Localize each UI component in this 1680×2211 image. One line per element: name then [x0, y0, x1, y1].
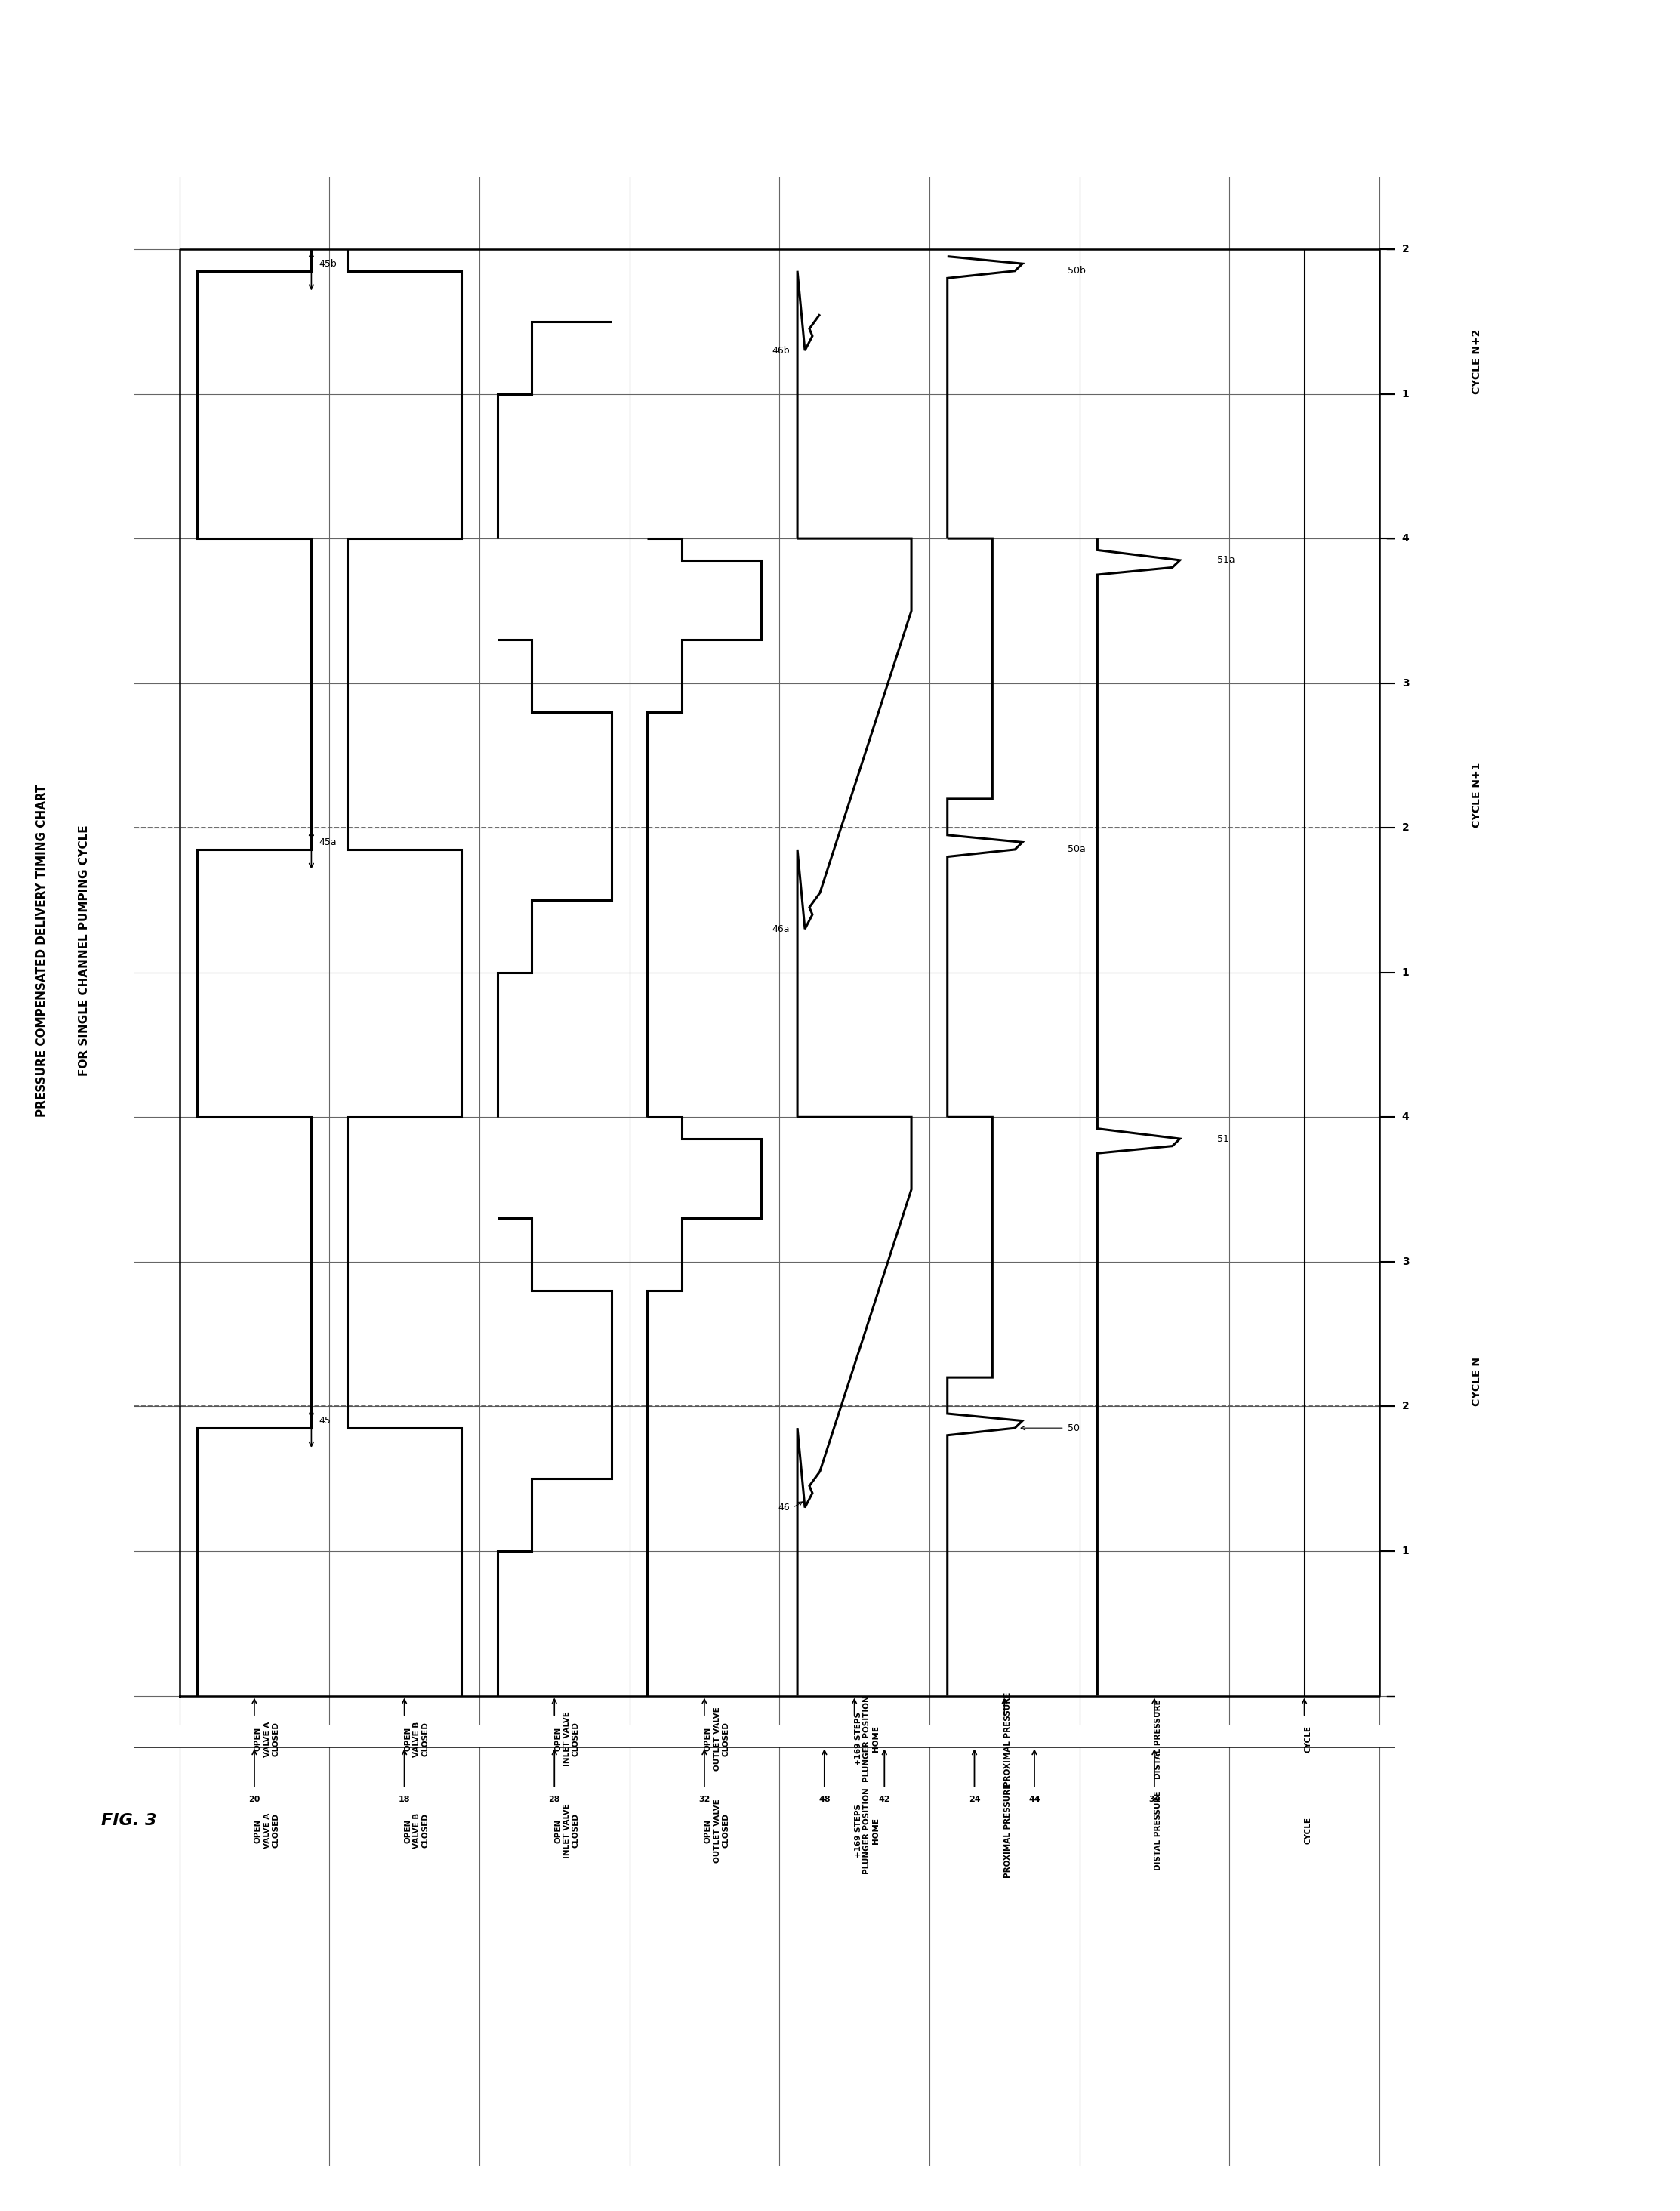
Text: DISTAL PRESSURE: DISTAL PRESSURE [1154, 1700, 1163, 1780]
Text: 3: 3 [1401, 679, 1410, 688]
Text: 46a: 46a [773, 924, 790, 933]
Text: PRESSURE COMPENSATED DELIVERY TIMING CHART: PRESSURE COMPENSATED DELIVERY TIMING CHA… [37, 785, 47, 1117]
Text: +169 STEPS
PLUNGER POSITION
HOME: +169 STEPS PLUNGER POSITION HOME [855, 1696, 879, 1782]
Text: OPEN
VALVE B
CLOSED: OPEN VALVE B CLOSED [405, 1813, 430, 1848]
Text: 45a: 45a [319, 838, 336, 847]
Text: +169 STEPS
PLUNGER POSITION
HOME: +169 STEPS PLUNGER POSITION HOME [855, 1786, 879, 1875]
Text: 34: 34 [1149, 1795, 1161, 1804]
Text: 24: 24 [968, 1795, 981, 1804]
Text: 51a: 51a [1218, 555, 1235, 566]
Text: PROXIMAL PRESSURE: PROXIMAL PRESSURE [1005, 1691, 1011, 1786]
Text: CYCLE N+1: CYCLE N+1 [1472, 763, 1482, 827]
Text: 20: 20 [249, 1795, 260, 1804]
Text: CYCLE: CYCLE [1304, 1817, 1312, 1844]
Text: OPEN
INLET VALVE
CLOSED: OPEN INLET VALVE CLOSED [554, 1804, 580, 1857]
Text: 42: 42 [879, 1795, 890, 1804]
Text: 2: 2 [1401, 822, 1410, 834]
Text: 18: 18 [398, 1795, 410, 1804]
Text: 50b: 50b [1067, 265, 1085, 276]
Text: 32: 32 [699, 1795, 711, 1804]
Text: 51: 51 [1218, 1134, 1230, 1143]
Text: OPEN
VALVE A
CLOSED: OPEN VALVE A CLOSED [254, 1813, 279, 1848]
Text: FIG. 3: FIG. 3 [101, 1813, 156, 1828]
Text: FOR SINGLE CHANNEL PUMPING CYCLE: FOR SINGLE CHANNEL PUMPING CYCLE [79, 825, 89, 1077]
Text: 2: 2 [1401, 1402, 1410, 1411]
Text: OPEN
OUTLET VALVE
CLOSED: OPEN OUTLET VALVE CLOSED [704, 1800, 729, 1862]
Text: 48: 48 [818, 1795, 830, 1804]
Text: 45: 45 [319, 1415, 331, 1426]
Text: 4: 4 [1401, 1112, 1410, 1123]
Text: CYCLE: CYCLE [1304, 1725, 1312, 1753]
Text: 4: 4 [1401, 533, 1410, 544]
Text: OPEN
VALVE B
CLOSED: OPEN VALVE B CLOSED [405, 1720, 430, 1758]
Text: 45b: 45b [319, 259, 336, 268]
Text: 1: 1 [1401, 389, 1410, 400]
Text: 1: 1 [1401, 966, 1410, 977]
Text: 3: 3 [1401, 1256, 1410, 1267]
Text: PROXIMAL PRESSURE: PROXIMAL PRESSURE [1005, 1784, 1011, 1877]
Text: 28: 28 [549, 1795, 559, 1804]
Text: DISTAL PRESSURE: DISTAL PRESSURE [1154, 1791, 1163, 1871]
Text: OPEN
VALVE A
CLOSED: OPEN VALVE A CLOSED [254, 1720, 279, 1758]
Text: 46: 46 [778, 1503, 790, 1512]
Text: 44: 44 [1028, 1795, 1040, 1804]
Text: 2: 2 [1401, 243, 1410, 254]
Text: OPEN
INLET VALVE
CLOSED: OPEN INLET VALVE CLOSED [554, 1711, 580, 1767]
Text: 50a: 50a [1067, 845, 1085, 853]
Text: CYCLE N+2: CYCLE N+2 [1472, 329, 1482, 394]
Text: OPEN
OUTLET VALVE
CLOSED: OPEN OUTLET VALVE CLOSED [704, 1707, 729, 1771]
Text: 46b: 46b [773, 345, 790, 356]
Text: 50: 50 [1067, 1424, 1080, 1433]
Text: CYCLE N: CYCLE N [1472, 1358, 1482, 1406]
Text: 1: 1 [1401, 1545, 1410, 1557]
